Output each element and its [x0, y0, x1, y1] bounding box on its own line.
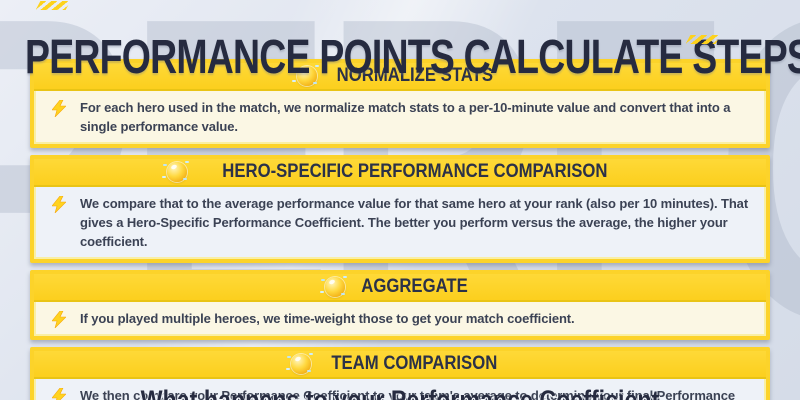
step-body: We then compare your Performance Coeffic… [34, 379, 766, 400]
step-body: For each hero used in the match, we norm… [34, 91, 766, 144]
coin-icon [287, 354, 312, 374]
title-accent-stripes-right [685, 35, 721, 44]
lightning-icon [52, 311, 66, 328]
coin-icon [292, 66, 317, 86]
lightning-icon [52, 196, 66, 213]
title-accent-stripes-left [35, 1, 71, 10]
steps-list: NORMALIZE STATS For each hero used in th… [30, 59, 770, 400]
step-title: NORMALIZE STATS [336, 65, 493, 86]
lightning-icon [52, 100, 66, 117]
step-title: TEAM COMPARISON [331, 353, 498, 374]
step-card-team-comparison: TEAM COMPARISON We then compare your Per… [30, 347, 770, 400]
step-body: If you played multiple heroes, we time-w… [34, 302, 766, 336]
page-title: PERFORMANCE POINTS CALCULATE STEPS [25, 31, 800, 85]
step-card-header: HERO-SPECIFIC PERFORMANCE COMPARISON [34, 159, 766, 187]
coin-icon [162, 162, 187, 182]
step-card-header: NORMALIZE STATS [34, 63, 766, 91]
step-body: We compare that to the average performan… [34, 187, 766, 259]
step-description: For each hero used in the match, we norm… [80, 100, 731, 134]
step-card-header: AGGREGATE [34, 274, 766, 302]
step-card-normalize-stats: NORMALIZE STATS For each hero used in th… [30, 59, 770, 148]
step-title: AGGREGATE [361, 276, 468, 297]
step-card-aggregate: AGGREGATE If you played multiple heroes,… [30, 270, 770, 340]
step-card-header: TEAM COMPARISON [34, 351, 766, 379]
step-description: We then compare your Performance Coeffic… [80, 388, 736, 400]
step-description: We compare that to the average performan… [80, 196, 749, 249]
step-description: If you played multiple heroes, we time-w… [80, 311, 575, 326]
step-card-hero-specific-comparison: HERO-SPECIFIC PERFORMANCE COMPARISON We … [30, 155, 770, 263]
cutoff-next-section-heading: What happens to your Performance Coeffic… [140, 385, 660, 400]
step-title: HERO-SPECIFIC PERFORMANCE COMPARISON [221, 161, 608, 182]
coin-icon [320, 277, 345, 297]
